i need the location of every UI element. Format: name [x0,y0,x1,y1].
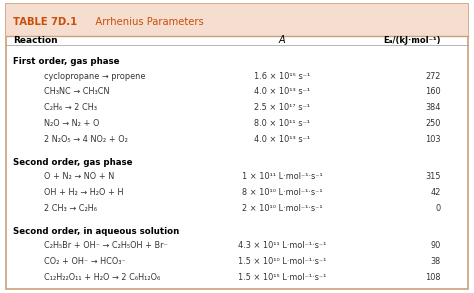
Text: Eₐ/(kJ·mol⁻¹): Eₐ/(kJ·mol⁻¹) [383,36,441,45]
Text: Second order, gas phase: Second order, gas phase [13,158,132,167]
Text: 4.0 × 10¹³ s⁻¹: 4.0 × 10¹³ s⁻¹ [254,88,310,96]
Text: Arrhenius Parameters: Arrhenius Parameters [86,17,204,27]
Text: 42: 42 [430,188,441,197]
Text: 1.5 × 10¹⁵ L·mol⁻¹·s⁻¹: 1.5 × 10¹⁵ L·mol⁻¹·s⁻¹ [238,273,326,282]
Text: 4.0 × 10¹³ s⁻¹: 4.0 × 10¹³ s⁻¹ [254,135,310,144]
Text: 384: 384 [425,103,441,113]
Text: cyclopropane → propene: cyclopropane → propene [44,71,145,81]
Text: 2 CH₃ → C₂H₆: 2 CH₃ → C₂H₆ [44,204,97,213]
Text: 1.5 × 10¹⁰ L·mol⁻¹·s⁻¹: 1.5 × 10¹⁰ L·mol⁻¹·s⁻¹ [238,257,326,266]
Text: N₂O → N₂ + O: N₂O → N₂ + O [44,120,99,128]
Text: 315: 315 [425,172,441,181]
Text: 0: 0 [436,204,441,213]
Text: A: A [279,35,285,45]
Text: 8.0 × 10¹¹ s⁻¹: 8.0 × 10¹¹ s⁻¹ [254,120,310,128]
Text: 160: 160 [425,88,441,96]
Text: C₂H₅Br + OH⁻ → C₂H₅OH + Br⁻: C₂H₅Br + OH⁻ → C₂H₅OH + Br⁻ [44,241,167,250]
Text: TABLE 7D.1: TABLE 7D.1 [13,17,77,27]
Text: O + N₂ → NO + N: O + N₂ → NO + N [44,172,114,181]
Text: 272: 272 [426,71,441,81]
Text: 108: 108 [425,273,441,282]
Text: First order, gas phase: First order, gas phase [13,57,119,66]
Text: 2 N₂O₅ → 4 NO₂ + O₂: 2 N₂O₅ → 4 NO₂ + O₂ [44,135,128,144]
Text: 103: 103 [425,135,441,144]
Text: OH + H₂ → H₂O + H: OH + H₂ → H₂O + H [44,188,123,197]
Text: 1.6 × 10¹⁵ s⁻¹: 1.6 × 10¹⁵ s⁻¹ [254,71,310,81]
FancyBboxPatch shape [6,4,468,36]
Text: 250: 250 [426,120,441,128]
Text: 8 × 10¹⁰ L·mol⁻¹·s⁻¹: 8 × 10¹⁰ L·mol⁻¹·s⁻¹ [242,188,322,197]
Text: 2.5 × 10¹⁷ s⁻¹: 2.5 × 10¹⁷ s⁻¹ [254,103,310,113]
Text: Second order, in aqueous solution: Second order, in aqueous solution [13,226,179,236]
Text: 38: 38 [430,257,441,266]
FancyBboxPatch shape [6,4,468,289]
Text: 2 × 10¹⁰ L·mol⁻¹·s⁻¹: 2 × 10¹⁰ L·mol⁻¹·s⁻¹ [242,204,322,213]
Text: 4.3 × 10¹¹ L·mol⁻¹·s⁻¹: 4.3 × 10¹¹ L·mol⁻¹·s⁻¹ [238,241,326,250]
Text: C₂H₆ → 2 CH₃: C₂H₆ → 2 CH₃ [44,103,97,113]
Text: CO₂ + OH⁻ → HCO₃⁻: CO₂ + OH⁻ → HCO₃⁻ [44,257,125,266]
Text: 1 × 10¹¹ L·mol⁻¹·s⁻¹: 1 × 10¹¹ L·mol⁻¹·s⁻¹ [242,172,322,181]
Text: Reaction: Reaction [13,36,57,45]
Text: CH₃NC → CH₃CN: CH₃NC → CH₃CN [44,88,109,96]
Text: 90: 90 [430,241,441,250]
Text: C₁₂H₂₂O₁₁ + H₂O → 2 C₆H₁₂O₆: C₁₂H₂₂O₁₁ + H₂O → 2 C₆H₁₂O₆ [44,273,160,282]
